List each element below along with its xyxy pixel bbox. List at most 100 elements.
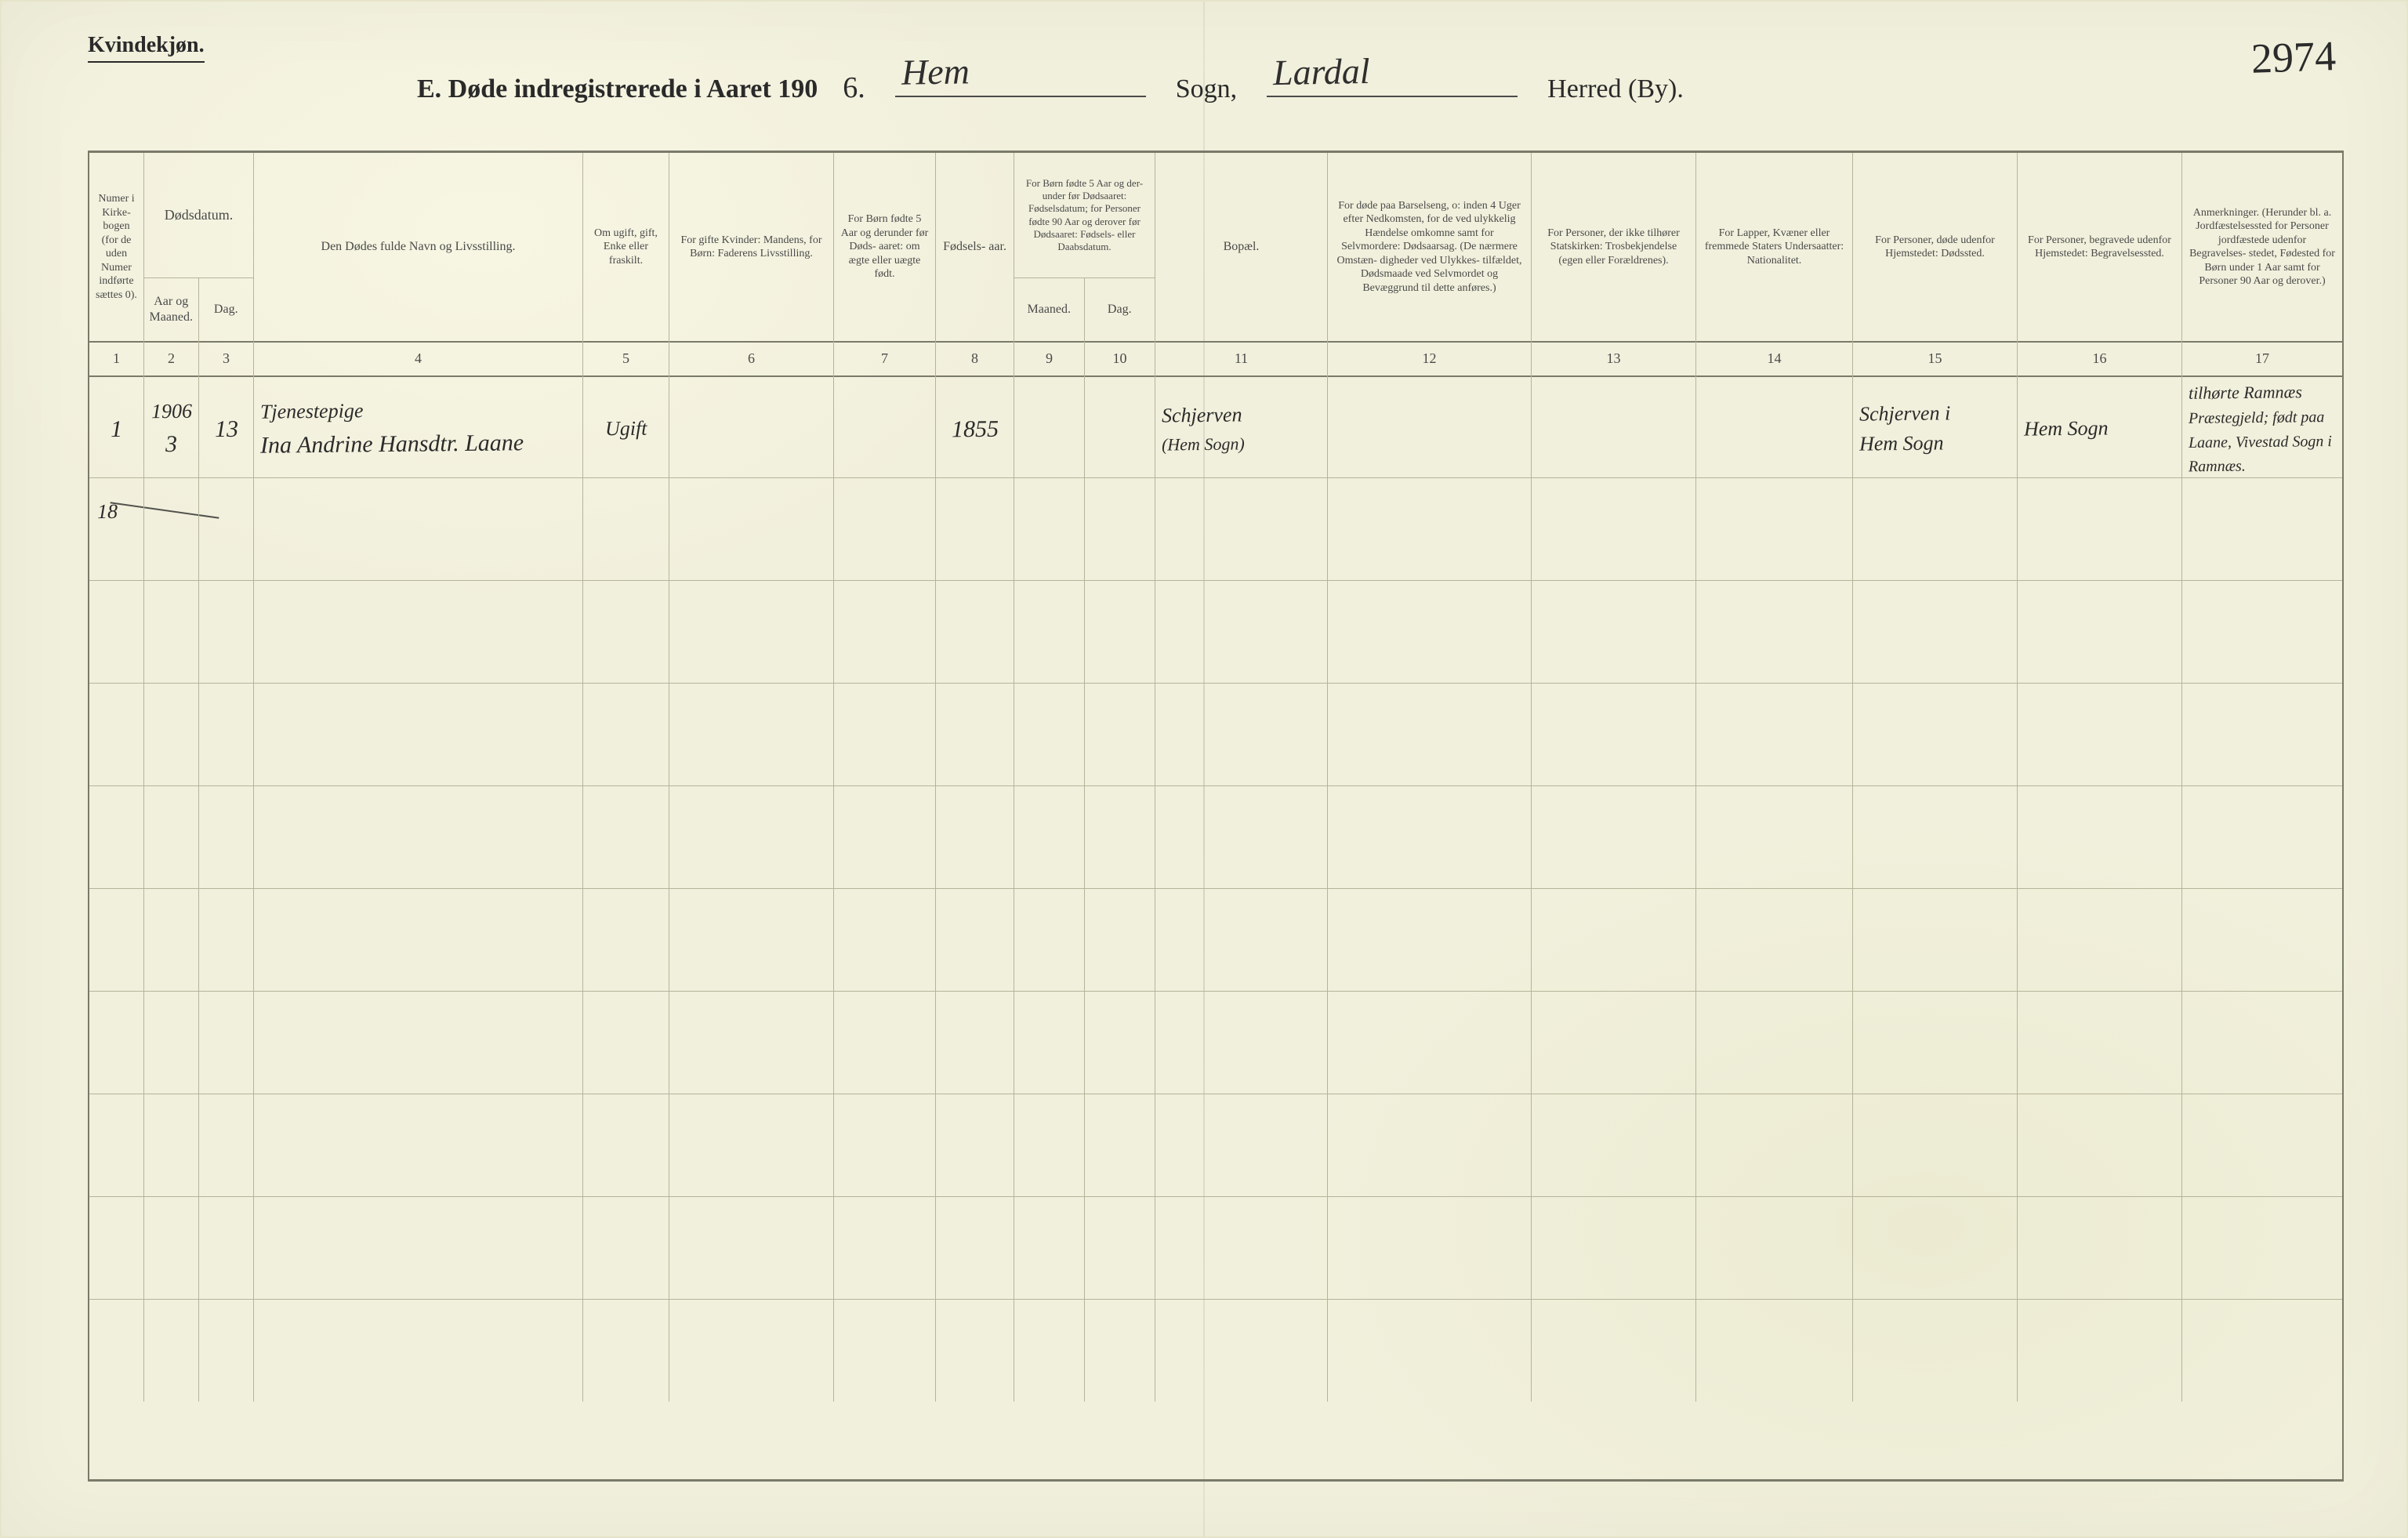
empty-cell	[1155, 478, 1328, 580]
r1-navn-line1: Tjenestepige	[260, 399, 364, 426]
empty-cell	[1532, 786, 1696, 888]
empty-cell	[254, 889, 583, 991]
empty-cell	[583, 1197, 669, 1299]
empty-cell	[936, 1300, 1014, 1402]
r1-aar-maaned: 3	[165, 430, 177, 459]
cn-13: 13	[1532, 341, 1696, 375]
table-row	[89, 1094, 2342, 1197]
th-4: Den Dødes fulde Navn og Livsstilling.	[254, 153, 583, 341]
empty-cell	[89, 1300, 144, 1402]
table-body: 1 1906 3 13 Tjenestepige Ina Andrine Han…	[89, 375, 2342, 1479]
title-year-hand: 6.	[840, 71, 865, 105]
empty-cell	[834, 992, 936, 1094]
empty-cell	[1696, 786, 1853, 888]
r1-c10	[1085, 375, 1155, 483]
empty-cell	[1853, 889, 2018, 991]
empty-cell	[199, 889, 254, 991]
th-6: For gifte Kvinder: Mandens, for Børn: Fa…	[669, 153, 834, 341]
table-row	[89, 581, 2342, 684]
empty-cell	[1155, 581, 1328, 683]
empty-cell	[2018, 1094, 2182, 1196]
th-14: For Lapper, Kvæner eller fremmede Stater…	[1696, 153, 1853, 341]
empty-cell	[199, 992, 254, 1094]
table-row	[89, 889, 2342, 992]
empty-cell	[1696, 1300, 1853, 1402]
empty-cell	[1014, 684, 1085, 785]
page-header: Kvindekjøn. E. Døde indregistrerede i Aa…	[88, 33, 2344, 151]
r1-c2: 1906 3	[144, 375, 199, 483]
r1-c1: 1	[89, 375, 144, 483]
empty-cell	[199, 1094, 254, 1196]
empty-cell	[936, 1197, 1014, 1299]
r1-anm-3: Laane, Vivestad Sogn i	[2189, 432, 2332, 453]
empty-cell	[1328, 786, 1532, 888]
empty-cell	[254, 581, 583, 683]
empty-cell	[583, 684, 669, 785]
empty-cell	[1014, 1300, 1085, 1402]
empty-cell	[199, 478, 254, 580]
empty-cell	[2018, 478, 2182, 580]
empty-cell	[669, 478, 834, 580]
th-2-3-top: Dødsdatum.	[144, 153, 253, 278]
empty-cell	[89, 992, 144, 1094]
empty-cell	[144, 581, 199, 683]
r1-anm-2: Præstegjeld; født paa	[2189, 408, 2325, 429]
th-17: Anmerkninger. (Herunder bl. a. Jordfæste…	[2182, 153, 2342, 341]
sogn-blank: Hem	[895, 64, 1146, 97]
empty-cell	[1853, 1197, 2018, 1299]
empty-cell	[669, 1300, 834, 1402]
empty-cell	[144, 684, 199, 785]
cn-7: 7	[834, 341, 936, 375]
empty-cell	[1696, 1197, 1853, 1299]
empty-cell	[144, 478, 199, 580]
cn-10: 10	[1085, 341, 1155, 375]
empty-cell	[1014, 786, 1085, 888]
empty-cell	[1328, 992, 1532, 1094]
empty-cell	[144, 1094, 199, 1196]
empty-cell	[1155, 889, 1328, 991]
empty-cell	[254, 1300, 583, 1402]
empty-cell	[583, 581, 669, 683]
empty-cell	[1155, 992, 1328, 1094]
empty-cell	[199, 581, 254, 683]
empty-cell	[1853, 786, 2018, 888]
parish-register-page: Kvindekjøn. E. Døde indregistrerede i Aa…	[0, 0, 2408, 1538]
table-row: 1 1906 3 13 Tjenestepige Ina Andrine Han…	[89, 375, 2342, 478]
empty-cell	[834, 1094, 936, 1196]
empty-cell	[1328, 1094, 1532, 1196]
r1-c11: Schjerven (Hem Sogn)	[1155, 375, 1328, 483]
th-2: Aar og Maaned.	[144, 278, 199, 341]
empty-cell	[1853, 1094, 2018, 1196]
th-16: For Personer, begravede udenfor Hjemsted…	[2018, 153, 2182, 341]
thead-cols: Numer i Kirke- bogen (for de uden Numer …	[89, 153, 2342, 341]
cn-17: 17	[2182, 341, 2342, 375]
gender-label: Kvindekjøn.	[88, 33, 205, 63]
empty-cell	[1085, 1197, 1155, 1299]
empty-cell	[834, 889, 936, 991]
empty-cell	[89, 581, 144, 683]
empty-cell	[1085, 478, 1155, 580]
r1-c14	[1696, 375, 1853, 483]
empty-cell	[89, 1094, 144, 1196]
empty-cell	[2182, 581, 2342, 683]
page-number-hand: 2974	[2250, 31, 2337, 83]
th-5: Om ugift, gift, Enke eller fraskilt.	[583, 153, 669, 341]
empty-cell	[834, 581, 936, 683]
empty-cell	[1328, 581, 1532, 683]
empty-cell	[936, 1094, 1014, 1196]
r1-dag: 13	[214, 414, 238, 444]
empty-cell	[2182, 889, 2342, 991]
r1-ugift: Ugift	[605, 416, 647, 442]
empty-cell	[1085, 786, 1155, 888]
r1-num: 1	[111, 414, 122, 444]
th-2-3-group: Dødsdatum. Aar og Maaned. Dag.	[144, 153, 254, 341]
empty-cell	[199, 786, 254, 888]
cn-5: 5	[583, 341, 669, 375]
empty-cell	[254, 1197, 583, 1299]
th-7: For Børn fødte 5 Aar og derunder før Død…	[834, 153, 936, 341]
table-row	[89, 992, 2342, 1094]
empty-cell	[1085, 1094, 1155, 1196]
empty-cell	[1328, 1197, 1532, 1299]
empty-cell	[1328, 684, 1532, 785]
empty-cell	[254, 1094, 583, 1196]
